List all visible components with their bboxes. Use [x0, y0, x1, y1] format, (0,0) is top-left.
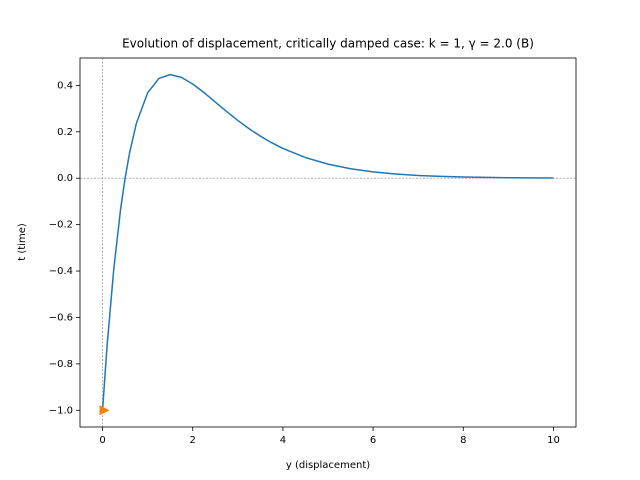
y-tick-label: −0.6: [49, 312, 73, 323]
y-axis-label: t (time): [17, 223, 28, 261]
y-tick-label: 0.4: [57, 80, 73, 91]
x-tick-label: 0: [99, 435, 105, 446]
y-tick-label: −1.0: [49, 405, 73, 416]
x-tick-label: 8: [460, 435, 466, 446]
x-tick-label: 4: [280, 435, 286, 446]
x-axis-label: y (displacement): [286, 460, 370, 471]
chart-title: Evolution of displacement, critically da…: [122, 37, 534, 51]
plot-frame: [79, 57, 577, 428]
x-tick-label: 6: [370, 435, 376, 446]
x-tick-label: 10: [547, 435, 560, 446]
y-tick-label: −0.8: [49, 359, 73, 370]
line: [101, 73, 554, 411]
y-tick-label: 0.2: [57, 127, 73, 138]
marker: [99, 405, 110, 416]
x-tick-label: 2: [190, 435, 196, 446]
y-tick-label: 0.0: [57, 173, 73, 184]
y-tick-label: −0.4: [49, 266, 73, 277]
y-tick-label: −0.2: [49, 220, 73, 231]
